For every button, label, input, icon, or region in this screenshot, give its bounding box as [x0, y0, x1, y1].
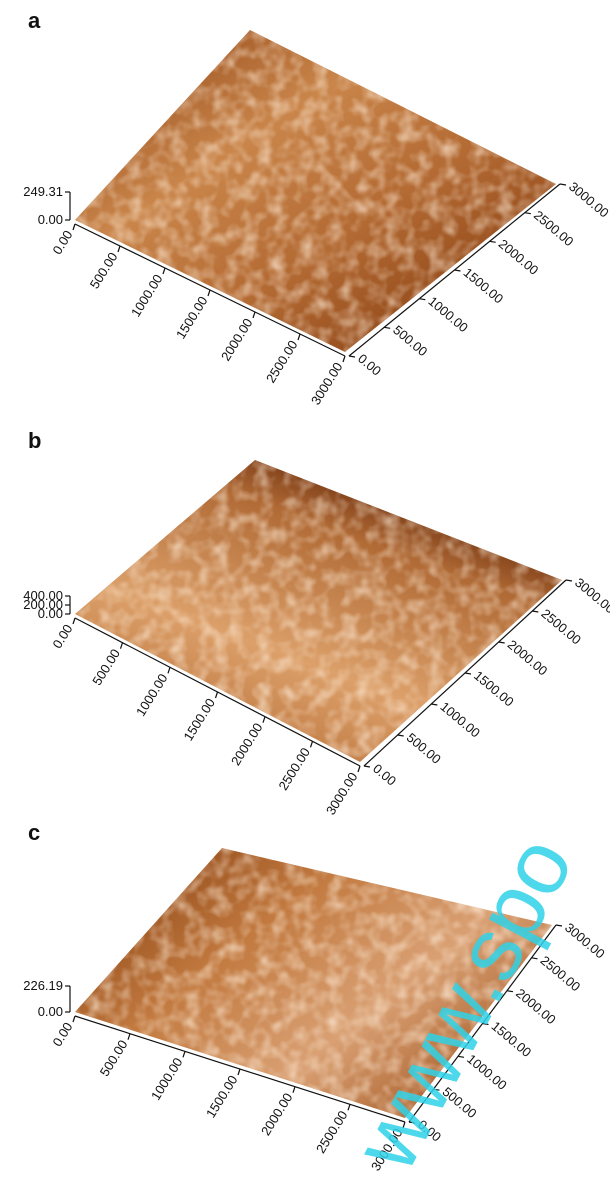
x-tick: [168, 667, 170, 673]
x-tick: [343, 356, 345, 362]
x-tick: [263, 717, 265, 723]
x-tick-label: 0.00: [49, 228, 75, 257]
y-tick: [384, 327, 390, 328]
y-tick-label: 2500.00: [531, 207, 577, 249]
y-tick-label: 2000.00: [496, 236, 542, 278]
x-tick: [238, 1069, 240, 1075]
y-tick-label: 0.00: [370, 761, 399, 789]
y-tick-label: 1000.00: [425, 293, 471, 335]
x-tick: [358, 766, 360, 772]
figure: a249.310.000.00500.001000.001500.002000.…: [0, 0, 610, 1196]
x-tick: [183, 1051, 185, 1057]
surface-texture: [75, 460, 562, 762]
y-tick: [398, 735, 404, 736]
x-tick: [73, 618, 75, 624]
x-tick: [73, 224, 75, 230]
x-tick-label: 1500.00: [180, 696, 218, 744]
x-tick-label: 0.00: [49, 622, 75, 651]
z-tick-label: 0.00: [38, 606, 63, 621]
y-tick: [465, 673, 471, 674]
y-tick-label: 0.00: [355, 351, 384, 379]
y-tick-label: 500.00: [404, 730, 444, 767]
panel-label: b: [28, 428, 41, 453]
x-tick: [311, 741, 313, 747]
y-tick: [349, 356, 355, 357]
x-tick-label: 1500.00: [203, 1073, 241, 1121]
x-tick-label: 2500.00: [275, 745, 313, 793]
x-tick: [348, 1104, 350, 1110]
z-tick-label: 226.19: [23, 978, 63, 993]
y-tick: [364, 766, 370, 767]
x-tick-label: 2500.00: [263, 338, 301, 386]
y-tick-label: 3000.00: [562, 920, 608, 962]
y-tick: [525, 213, 531, 214]
panel-label: c: [28, 820, 40, 845]
x-tick: [253, 312, 255, 318]
y-tick: [490, 241, 496, 242]
x-tick-label: 500.00: [89, 646, 123, 688]
x-tick-label: 3000.00: [308, 360, 346, 408]
x-tick: [298, 334, 300, 340]
x-tick-label: 2000.00: [228, 720, 266, 768]
y-tick-label: 3000.00: [572, 575, 610, 617]
y-tick-label: 1500.00: [471, 668, 517, 710]
y-tick: [566, 580, 572, 581]
x-tick-label: 500.00: [97, 1037, 131, 1079]
x-tick: [118, 246, 120, 252]
x-tick: [216, 692, 218, 698]
panel-label: a: [28, 8, 41, 33]
y-tick: [532, 611, 538, 612]
y-tick-label: 1500.00: [461, 265, 507, 307]
x-tick: [128, 1034, 130, 1040]
x-tick-label: 500.00: [87, 250, 121, 292]
y-tick-label: 2500.00: [538, 606, 584, 648]
x-tick-label: 2000.00: [258, 1090, 296, 1138]
z-tick-label: 0.00: [38, 212, 63, 227]
z-tick-label: 249.31: [23, 184, 63, 199]
y-tick: [431, 704, 437, 705]
x-tick: [293, 1087, 295, 1093]
y-tick-label: 1000.00: [437, 699, 483, 741]
x-tick: [121, 643, 123, 649]
x-tick-label: 3000.00: [323, 770, 361, 818]
y-tick-label: 2000.00: [505, 637, 551, 679]
x-tick-label: 0.00: [49, 1020, 75, 1049]
x-tick-label: 1000.00: [128, 272, 166, 320]
x-tick: [208, 290, 210, 296]
x-tick-label: 2000.00: [218, 316, 256, 364]
x-tick: [73, 1016, 75, 1022]
x-tick-label: 1000.00: [133, 671, 171, 719]
y-tick: [499, 642, 505, 643]
y-tick: [455, 270, 461, 271]
y-tick: [560, 184, 566, 185]
x-tick-label: 1500.00: [173, 294, 211, 342]
x-tick-label: 1000.00: [148, 1055, 186, 1103]
y-tick: [419, 299, 425, 300]
y-tick-label: 3000.00: [566, 179, 610, 221]
z-tick-label: 0.00: [38, 1004, 63, 1019]
x-tick: [163, 268, 165, 274]
y-tick-label: 500.00: [390, 322, 430, 359]
